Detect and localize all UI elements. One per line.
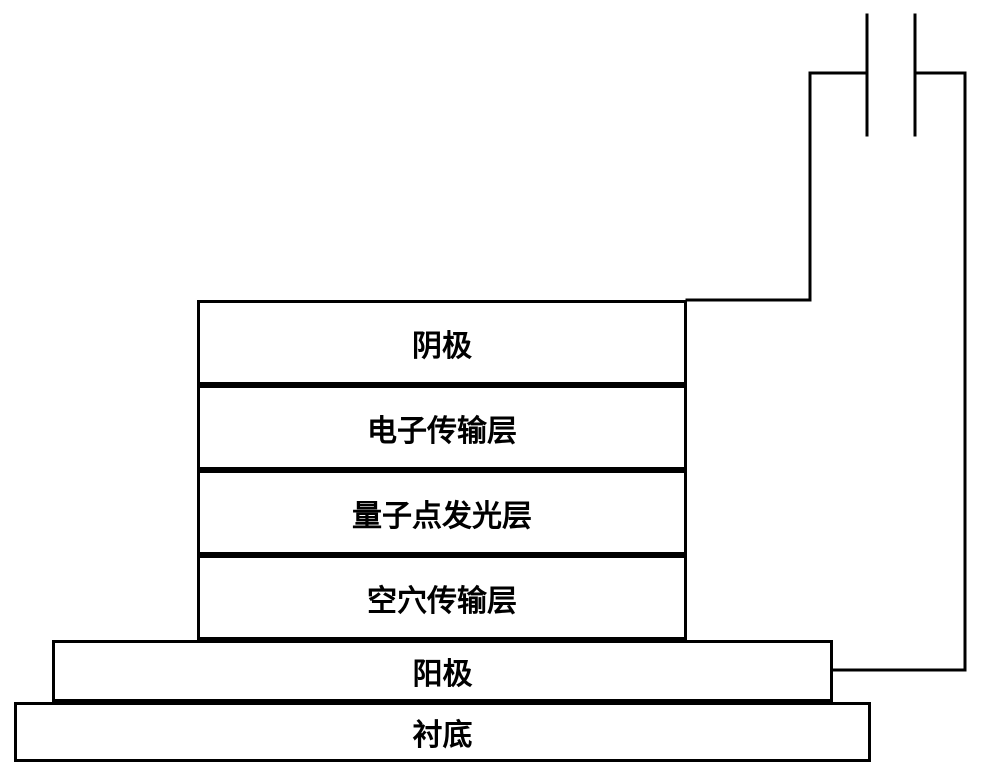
layer-qd-eml: 量子点发光层 xyxy=(197,470,687,555)
layer-label-anode: 阳极 xyxy=(413,649,473,693)
layer-label-cathode: 阴极 xyxy=(412,321,472,365)
layer-label-substrate: 衬底 xyxy=(413,710,473,754)
layer-label-htl: 空穴传输层 xyxy=(367,576,517,620)
layer-label-qd-eml: 量子点发光层 xyxy=(352,491,532,535)
layer-htl: 空穴传输层 xyxy=(197,555,687,640)
layer-etl: 电子传输层 xyxy=(197,385,687,470)
layer-cathode: 阴极 xyxy=(197,300,687,385)
layer-label-etl: 电子传输层 xyxy=(367,406,517,450)
layer-substrate: 衬底 xyxy=(14,702,871,762)
layer-anode: 阳极 xyxy=(52,640,833,702)
